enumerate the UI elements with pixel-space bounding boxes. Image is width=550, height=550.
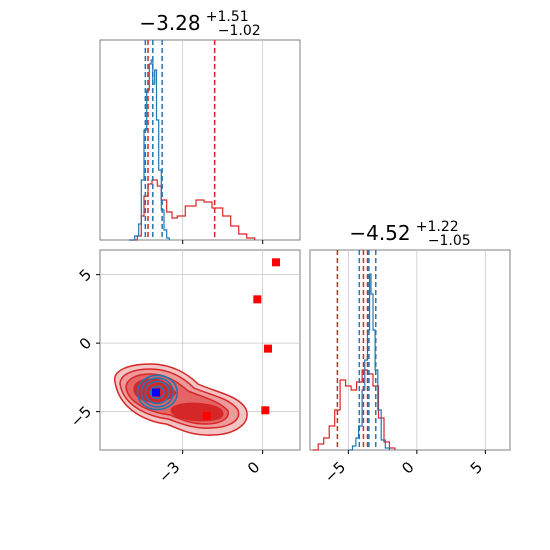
- hist-param1-grid: [182, 40, 264, 240]
- hist-param2-red-curve: [312, 369, 396, 451]
- blue-marker: [152, 388, 160, 397]
- tick-label: −5: [67, 402, 95, 430]
- blue-contour: [149, 385, 165, 400]
- hist-param2-panel: [309, 249, 511, 451]
- blue-contour: [144, 380, 171, 405]
- red-marker: [264, 344, 272, 353]
- blue-density-contours: [136, 374, 179, 411]
- tick-label: −5: [321, 458, 349, 486]
- blue-contour: [140, 377, 175, 408]
- title-param1: −3.28 +1.51 −1.02: [139, 6, 260, 39]
- red-marker: [253, 295, 262, 304]
- red-marker: [272, 258, 280, 267]
- tick-label: 0: [244, 458, 263, 477]
- red-marker: [261, 406, 270, 415]
- scatter-2d-panel: [99, 249, 301, 451]
- tick-label: 5: [467, 458, 486, 477]
- tick-label: 0: [398, 458, 417, 477]
- hist-param1-quantiles: [144, 40, 216, 240]
- hist-param2-grid: [347, 250, 486, 450]
- tick-label: −3: [155, 458, 183, 486]
- markers: [152, 258, 280, 420]
- red-marker: [202, 411, 211, 420]
- title-param2: −4.52 +1.22 −1.05: [349, 216, 470, 249]
- tick-label: 0: [76, 334, 95, 353]
- blue-contour: [136, 374, 179, 411]
- tick-label: 5: [76, 265, 95, 284]
- hist-param2-quantiles: [336, 250, 377, 450]
- hist-param1-panel: [99, 39, 301, 241]
